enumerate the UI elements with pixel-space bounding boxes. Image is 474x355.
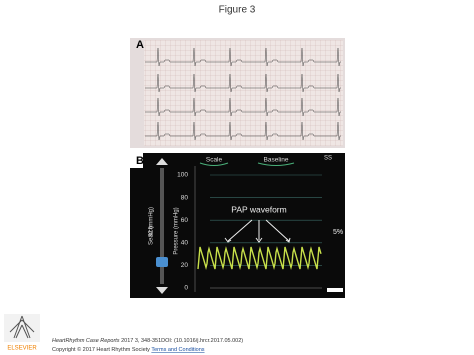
pap-waveform [197, 246, 322, 271]
axis-label: Pressure (mmHg) [174, 207, 180, 254]
indicator [327, 288, 343, 292]
ecg-trace [145, 97, 341, 117]
label-box [130, 153, 143, 168]
panel-label: A [136, 39, 144, 51]
search-label: Search [149, 226, 155, 245]
search-value: 32 (mmHg) [149, 207, 155, 237]
ecg-grid [144, 40, 343, 146]
figure-title: Figure 3 [219, 5, 256, 16]
scale-label: 0 [184, 285, 188, 292]
copyright: Copyright © 2017 Heart Rhythm Society [52, 346, 150, 353]
percent: 5% [333, 229, 343, 236]
terms-link[interactable]: Terms and Conditions [151, 347, 204, 353]
journal: HeartRhythm Case Reports [52, 338, 120, 344]
scale-label: 100 [177, 172, 188, 179]
ecg-trace [145, 73, 341, 93]
annotation: PAP waveform [231, 204, 286, 214]
citation-line: HeartRhythm Case Reports 2017 3, 348-351… [52, 338, 243, 344]
ecg-trace [145, 121, 341, 141]
menu-item: Baseline [264, 157, 289, 164]
scale-label: 20 [181, 262, 189, 269]
menu-item: Scale [206, 157, 223, 164]
publisher-logo [4, 314, 40, 342]
scale-label: 40 [181, 240, 189, 247]
annotation-arrows [227, 219, 290, 242]
scroll-track [160, 168, 164, 284]
ecg-trace [145, 47, 341, 67]
tree-icon [9, 315, 35, 339]
ecg-traces [145, 47, 341, 141]
scale-label: 80 [181, 194, 189, 201]
panel-b-frame [130, 153, 345, 298]
citation: 2017 3, 348-351DOI: (10.1016/j.hrcr.2017… [121, 338, 243, 344]
menu-underline [199, 162, 295, 166]
arrow-heads [224, 237, 291, 243]
publisher: ELSEVIER [7, 346, 37, 352]
panel-label: B [136, 155, 144, 167]
copyright-line: Copyright © 2017 Heart Rhythm Society Te… [52, 346, 205, 353]
corner-text: SS [324, 156, 332, 162]
scroll-thumb [156, 257, 168, 267]
scale-label: 60 [181, 217, 189, 224]
